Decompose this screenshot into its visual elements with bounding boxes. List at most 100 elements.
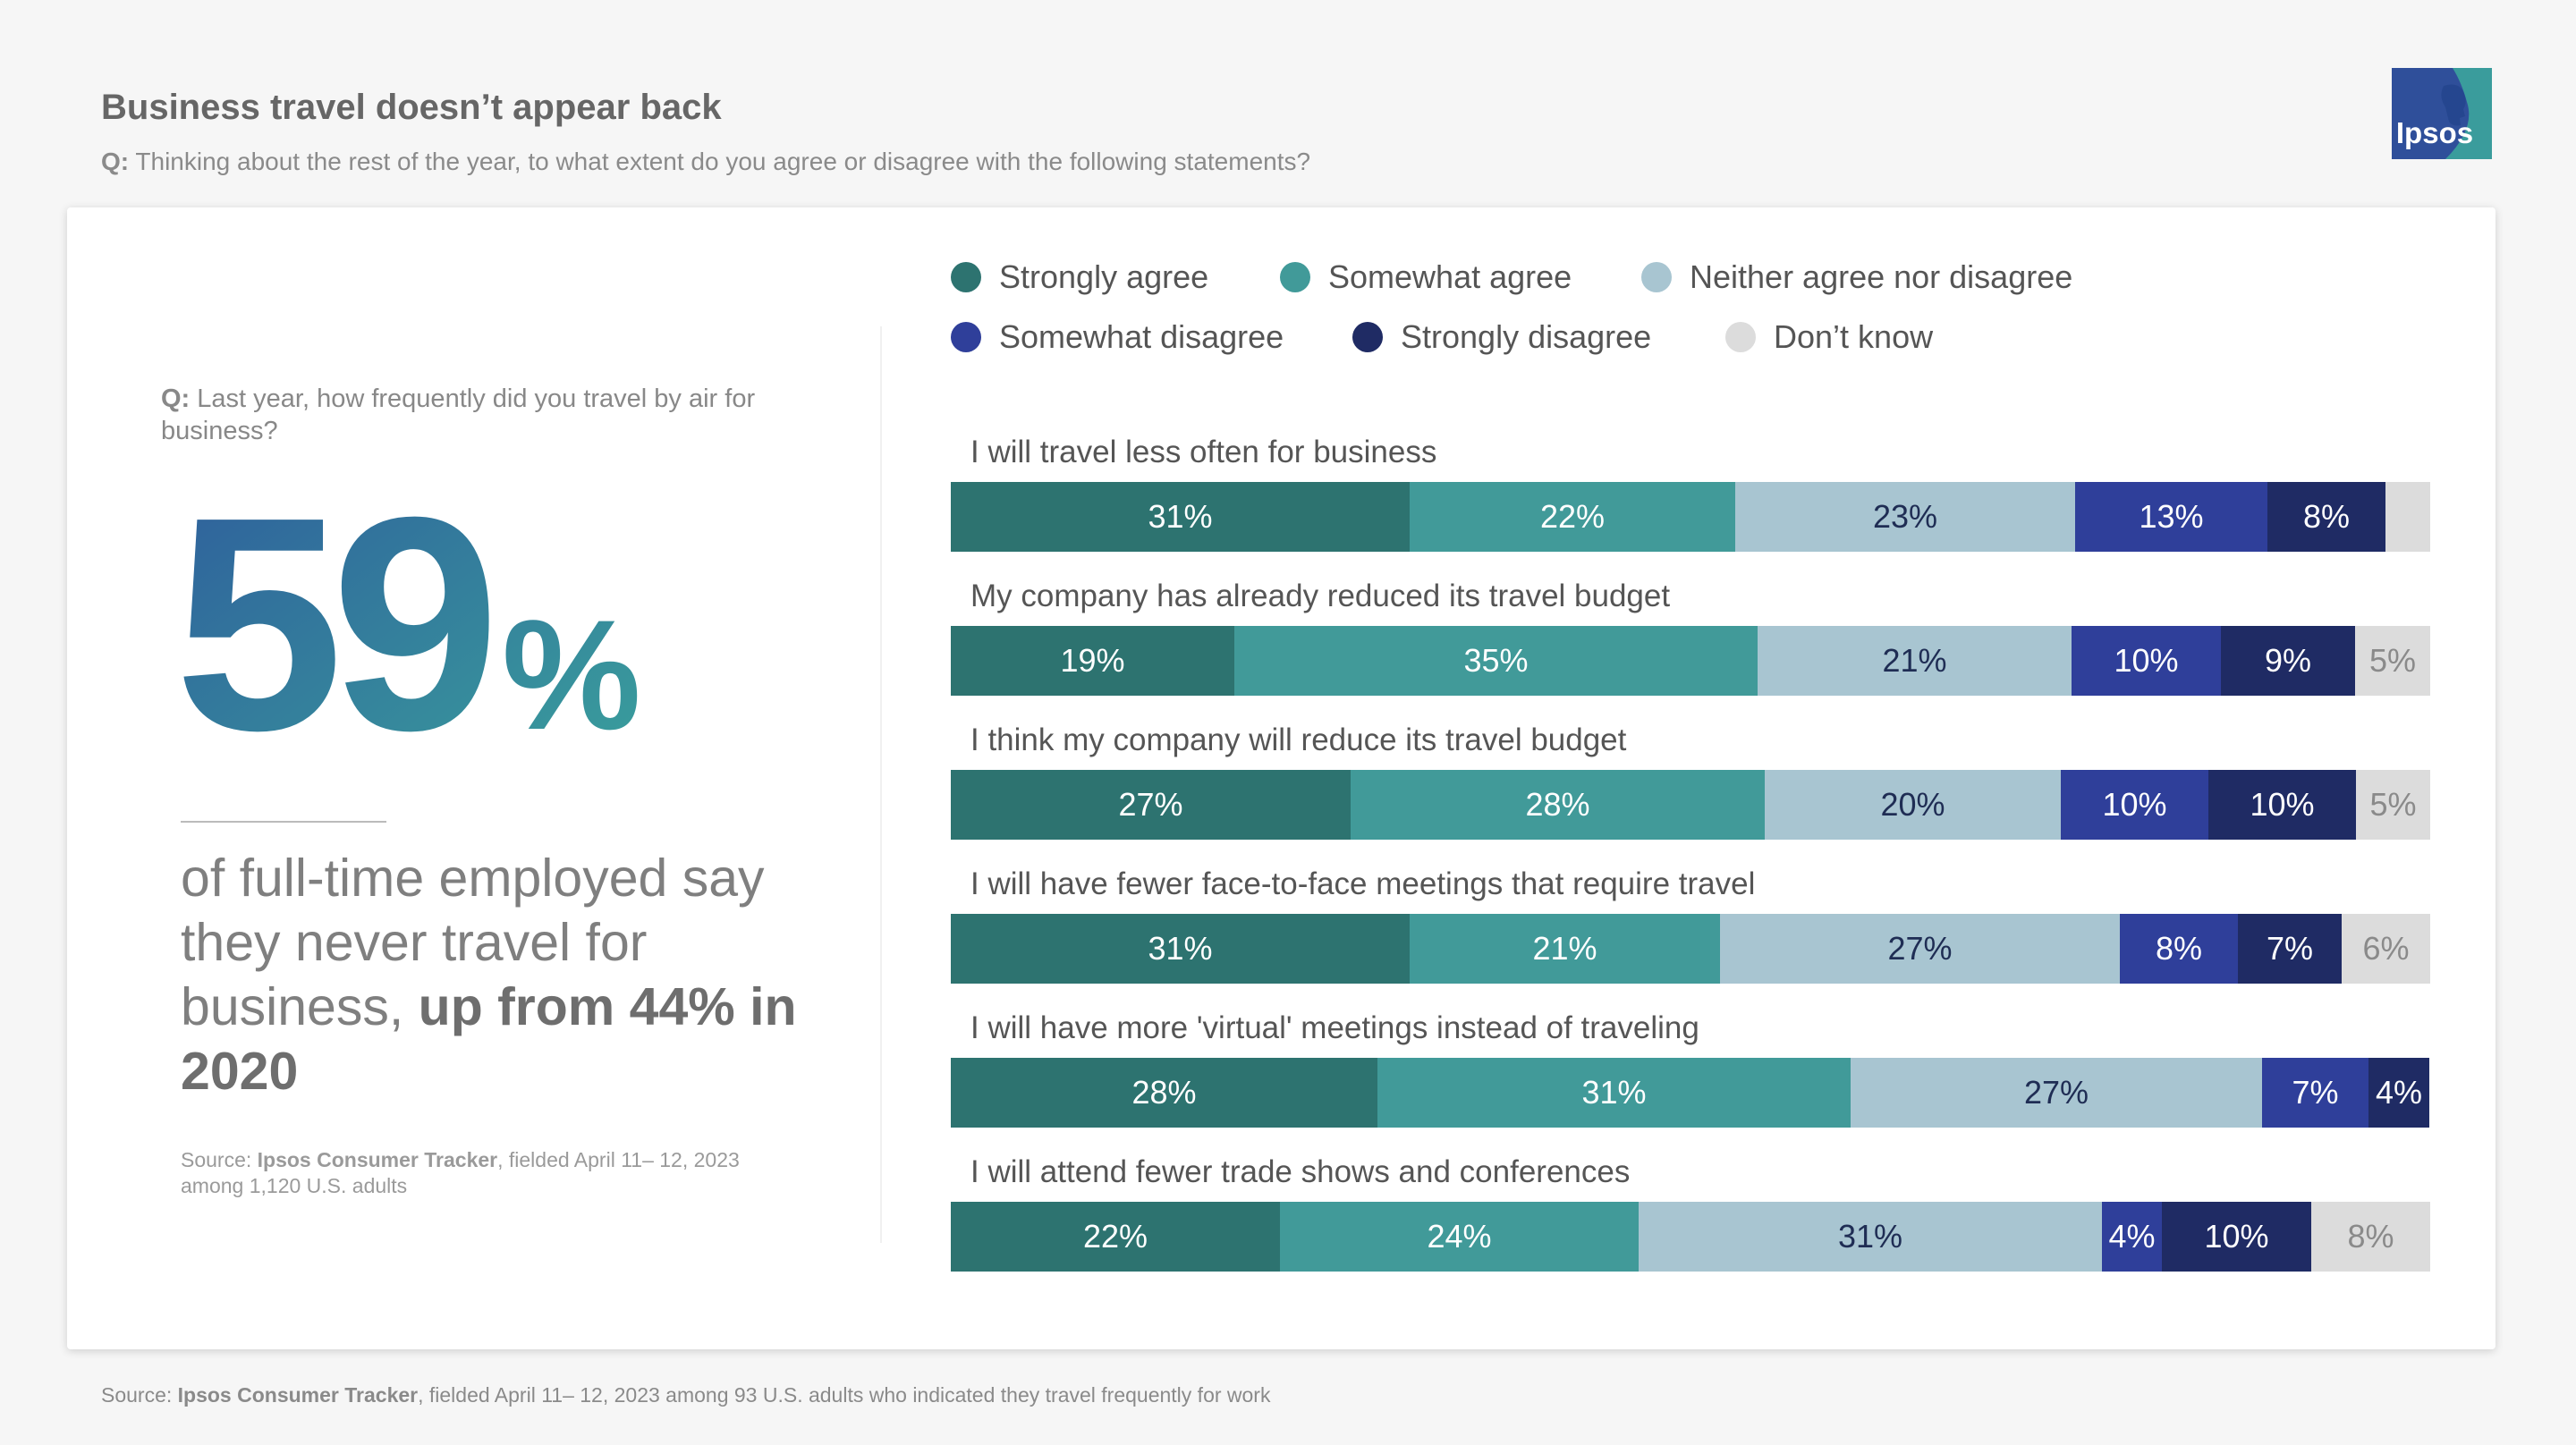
data-label: 20% [1880, 786, 1945, 823]
data-label: 10% [2114, 642, 2179, 679]
stat-description-text: of full-time employed say they never tra… [181, 849, 765, 1036]
chart-legend: Strongly agree Somewhat agree Neither agre… [0, 0, 2576, 376]
data-label: 22% [1539, 498, 1606, 535]
data-label: 10% [2102, 786, 2167, 823]
bar-segment-strongly-agree: 28% [951, 1058, 1377, 1128]
big-stat: 59% [174, 474, 649, 794]
data-label: 5% [2369, 786, 2417, 823]
bar-label: My company has already reduced its trave… [970, 579, 1671, 613]
big-stat-percent: % [502, 588, 637, 763]
bar-segment-somewhat-agree: 31% [1377, 1058, 1851, 1128]
data-label: 28% [1131, 1074, 1197, 1111]
data-label: 4% [2375, 1074, 2423, 1111]
bar-segment-neither-agree-nor-disagree: 23% [1735, 482, 2075, 552]
data-label: 23% [1872, 498, 1938, 535]
bar-segment-somewhat-disagree: 7% [2262, 1058, 2368, 1128]
legend-label: Neither agree nor disagree [1690, 258, 2073, 295]
data-label: 24% [1427, 1218, 1492, 1255]
bar-segment-neither-agree-nor-disagree: 27% [1851, 1058, 2262, 1128]
logo-text: Ipsos [2396, 116, 2473, 149]
footer-source-name: Ipsos Consumer Tracker [177, 1383, 419, 1407]
data-label: 35% [1463, 642, 1529, 679]
footer-source: Source: Ipsos Consumer Tracker, fielded … [101, 1383, 1270, 1407]
legend-item-strongly-agree: Strongly agree [951, 258, 1208, 296]
legend-swatch [1352, 322, 1383, 352]
data-label: 9% [2264, 642, 2312, 679]
question-text: Thinking about the rest of the year, to … [135, 148, 1311, 175]
legend-swatch [951, 322, 981, 352]
bar-segment-strongly-agree: 22% [951, 1202, 1280, 1272]
data-label: 27% [1887, 930, 1953, 967]
bar-segment-somewhat-agree: 21% [1410, 914, 1720, 984]
data-label: 10% [2250, 786, 2315, 823]
page-title: Business travel doesn’t appear back [101, 88, 722, 127]
left-question-prefix: Q: [161, 384, 191, 413]
legend-label: Somewhat agree [1328, 258, 1572, 295]
left-source-name: Ipsos Consumer Tracker [257, 1148, 498, 1171]
data-label: 7% [2266, 930, 2314, 967]
legend-swatch [951, 262, 981, 292]
data-label: 8% [2302, 498, 2351, 535]
footer-source-label: Source: [101, 1383, 173, 1407]
bar-segment-strongly-agree: 19% [951, 626, 1234, 696]
bar-segment-strongly-disagree: 10% [2208, 770, 2356, 840]
bar-segment-strongly-agree: 31% [951, 914, 1410, 984]
panel-divider [880, 326, 882, 1243]
bar-row: 31% 22% 23% 13% 8% [951, 482, 2430, 552]
data-label: 27% [1118, 786, 1183, 823]
bar-segment-somewhat-agree: 28% [1351, 770, 1765, 840]
bar-label: I will attend fewer trade shows and conf… [970, 1154, 1631, 1189]
data-label: 10% [2204, 1218, 2269, 1255]
bar-segment-somewhat-agree: 24% [1280, 1202, 1639, 1272]
ipsos-logo-icon: Ipsos [2392, 68, 2492, 159]
data-label: 8% [2347, 1218, 2394, 1255]
legend-swatch [1280, 262, 1310, 292]
left-question: Q: Last year, how frequently did you tra… [161, 383, 805, 447]
data-label: 28% [1525, 786, 1590, 823]
bar-segment-somewhat-disagree: 10% [2072, 626, 2221, 696]
legend-item-somewhat-agree: Somewhat agree [1280, 258, 1572, 296]
bar-segment-somewhat-disagree: 13% [2075, 482, 2267, 552]
bar-label: I will travel less often for business [970, 435, 1437, 469]
data-label: 5% [2368, 642, 2417, 679]
bar-row: 31% 21% 27% 8% 7% 6% [951, 914, 2430, 984]
bar-row: 19% 35% 21% 10% 9% 5% [951, 626, 2430, 696]
legend-item-somewhat-disagree: Somewhat disagree [951, 318, 1284, 356]
data-label: 8% [2155, 930, 2203, 967]
legend-item-dont-know: Don’t know [1725, 318, 1933, 356]
bar-segment-somewhat-disagree: 10% [2061, 770, 2208, 840]
bar-row: 22% 24% 31% 4% 10% 8% [951, 1202, 2430, 1272]
bar-label: I think my company will reduce its trave… [970, 722, 1627, 757]
left-question-text: Last year, how frequently did you travel… [161, 384, 756, 445]
bar-segment-dont-know: 5% [2356, 770, 2430, 840]
left-source: Source: Ipsos Consumer Tracker, fielded … [181, 1147, 771, 1199]
data-label: 31% [1148, 930, 1213, 967]
data-label: 21% [1532, 930, 1597, 967]
left-source-rest: , fielded April 11– 12, 2023 among 1,120… [181, 1148, 740, 1197]
data-label: 31% [1581, 1074, 1647, 1111]
bar-segment-dont-know [2385, 482, 2430, 552]
big-stat-number: 59 [174, 474, 493, 794]
bar-label: I will have fewer face-to-face meetings … [970, 866, 1756, 901]
legend-swatch [1725, 322, 1756, 352]
data-label: 31% [1148, 498, 1213, 535]
bar-segment-somewhat-agree: 35% [1234, 626, 1758, 696]
data-label: 6% [2362, 930, 2410, 967]
legend-swatch [1641, 262, 1672, 292]
data-label: 22% [1082, 1218, 1148, 1255]
legend-item-neither-agree-nor-disagree: Neither agree nor disagree [1641, 258, 2072, 296]
data-label: 19% [1060, 642, 1125, 679]
footer-source-rest: , fielded April 11– 12, 2023 among 93 U.… [418, 1383, 1271, 1407]
bar-segment-somewhat-disagree: 8% [2120, 914, 2238, 984]
bar-row: 28% 31% 27% 7% 4% [951, 1058, 2430, 1128]
legend-item-strongly-disagree: Strongly disagree [1352, 318, 1651, 356]
bar-segment-neither-agree-nor-disagree: 27% [1720, 914, 2120, 984]
question-prefix: Q: [101, 148, 130, 175]
bar-segment-neither-agree-nor-disagree: 20% [1765, 770, 2061, 840]
data-label: 27% [2023, 1074, 2089, 1111]
bar-segment-dont-know: 5% [2355, 626, 2430, 696]
stat-divider [181, 821, 386, 823]
bar-segment-somewhat-agree: 22% [1410, 482, 1735, 552]
legend-label: Strongly disagree [1401, 318, 1652, 355]
stat-description: of full-time employed say they never tra… [181, 846, 825, 1103]
